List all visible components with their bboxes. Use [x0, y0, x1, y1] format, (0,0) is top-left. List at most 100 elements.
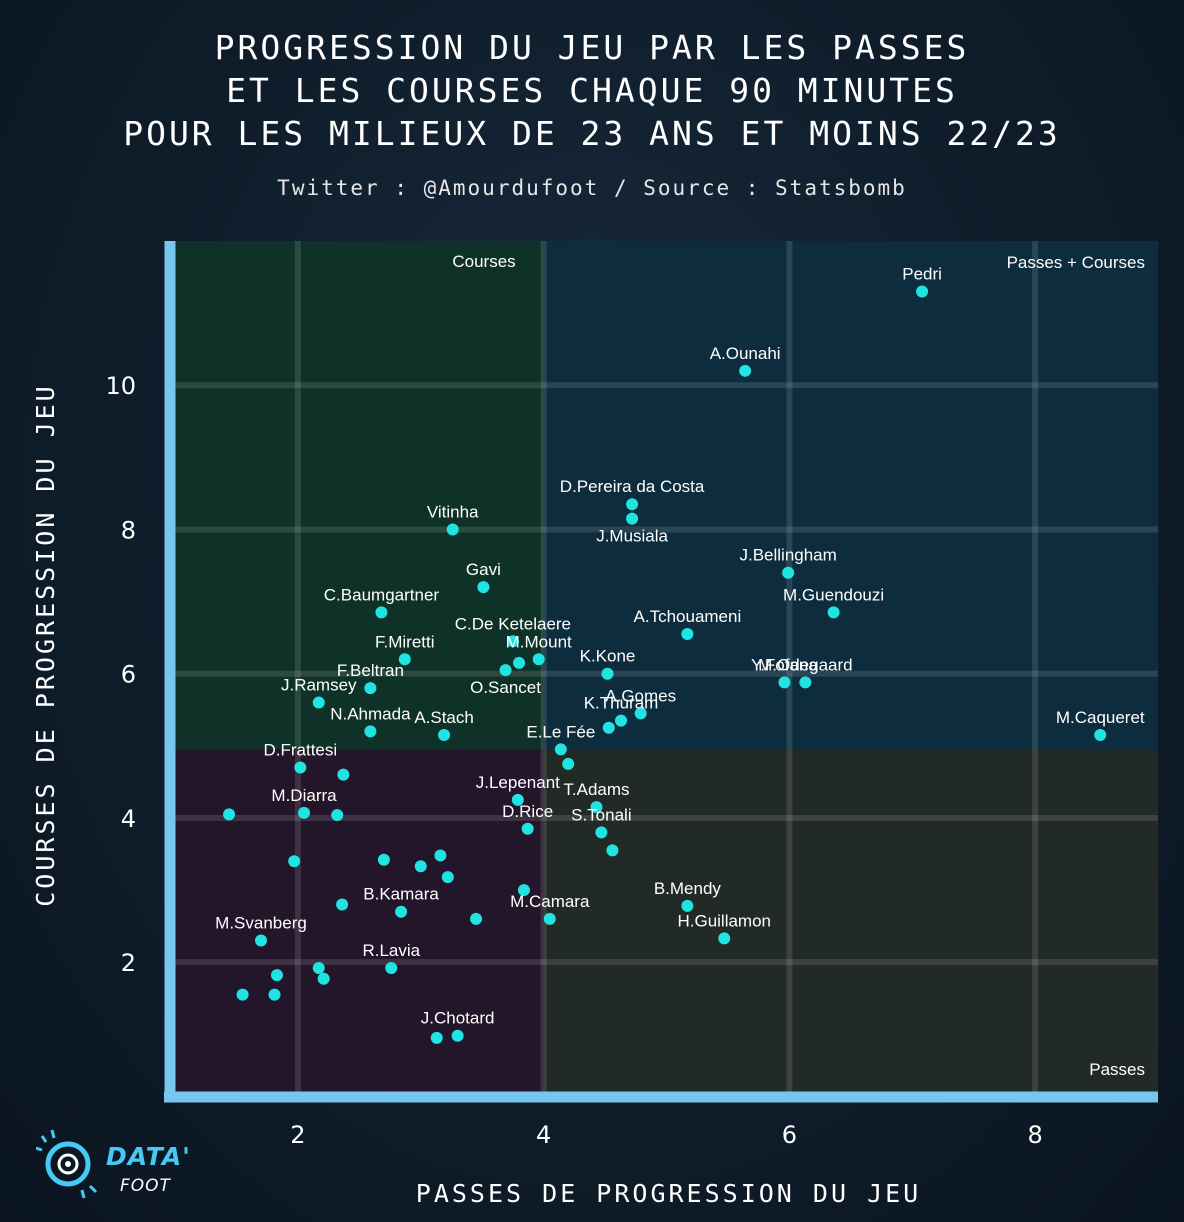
point-label: K.Kone: [580, 647, 636, 666]
data-point: [438, 729, 451, 742]
data-point: [532, 653, 545, 666]
data-point: [317, 972, 330, 985]
x-tick-label: 6: [782, 1121, 797, 1149]
data-point: [385, 961, 398, 974]
point-label: A.Ounahi: [710, 344, 781, 363]
data-point: [441, 871, 454, 884]
data-point: [626, 498, 639, 511]
data-point: [606, 844, 619, 857]
quadrant-low: [175, 749, 544, 1092]
data-point: [312, 696, 325, 709]
x-tick-label: 4: [536, 1121, 551, 1149]
point-label: O.Sancet: [470, 678, 541, 697]
point-label: H.Guillamon: [677, 911, 771, 930]
data-foot-logo: DATA' FOOT: [36, 1128, 206, 1200]
y-tick-label: 2: [121, 949, 136, 977]
x-tick-label: 2: [290, 1121, 305, 1149]
point-label: R.Lavia: [362, 941, 420, 960]
data-point: [1094, 729, 1107, 742]
point-label: F.Beltran: [337, 661, 404, 680]
data-point: [398, 653, 411, 666]
quadrant-label-courses: Courses: [452, 252, 515, 271]
chart-title: PROGRESSION DU JEU PAR LES PASSES ET LES…: [0, 26, 1184, 155]
data-point: [562, 757, 575, 770]
data-point: [395, 905, 408, 918]
data-point: [499, 664, 512, 677]
quadrant-passes-courses: [543, 241, 1158, 750]
data-point: [601, 667, 614, 680]
data-point: [517, 884, 530, 897]
data-point: [511, 793, 524, 806]
point-label: A.Stach: [414, 708, 474, 727]
data-point: [681, 628, 694, 641]
point-label: J.Bellingham: [739, 546, 836, 565]
data-point: [521, 822, 534, 835]
x-axis-label: PASSES DE PROGRESSION DU JEU: [416, 1179, 921, 1208]
data-point: [590, 801, 603, 814]
data-point: [916, 285, 929, 298]
logo-data-text: DATA': [106, 1142, 191, 1171]
point-label: K.Thuram: [584, 694, 659, 713]
point-label: Gavi: [466, 560, 501, 579]
logo-foot-text: FOOT: [120, 1176, 171, 1196]
data-point: [414, 860, 427, 873]
data-point: [602, 721, 615, 734]
data-point: [331, 809, 344, 822]
quadrant-label-passes: Passes: [1089, 1060, 1145, 1079]
data-point: [430, 1031, 443, 1044]
point-label: M.Diarra: [271, 786, 337, 805]
data-point: [434, 849, 447, 862]
point-label: M.Svanberg: [215, 914, 307, 933]
data-point: [288, 855, 301, 868]
point-label: T.Adams: [563, 780, 629, 799]
point-label: F.Miretti: [375, 632, 435, 651]
point-label: E.Le Fée: [526, 722, 595, 741]
point-label: C.De Ketelaere: [455, 614, 571, 633]
data-point: [337, 768, 350, 781]
y-tick-label: 8: [121, 516, 136, 544]
target-icon: [36, 1129, 98, 1199]
data-point: [681, 899, 694, 912]
data-point: [336, 898, 349, 911]
point-label: M.Caqueret: [1056, 708, 1145, 727]
data-point: [782, 566, 795, 579]
point-label: N.Ahmada: [330, 704, 411, 723]
point-label: A.Gomes: [605, 686, 676, 705]
y-tick-label: 6: [121, 661, 136, 689]
data-point: [470, 912, 483, 925]
point-label: J.Ramsey: [281, 676, 357, 695]
data-point: [615, 714, 628, 727]
y-axis-label: COURSES DE PROGRESSION DU JEU: [31, 383, 60, 907]
title-line-3: POUR LES MILIEUX DE 23 ANS ET MOINS 22/2…: [123, 114, 1061, 153]
point-label: D.Pereira da Costa: [560, 477, 705, 496]
title-line-1: PROGRESSION DU JEU PAR LES PASSES: [214, 28, 970, 67]
data-point: [626, 512, 639, 525]
data-point: [375, 606, 388, 619]
data-point: [595, 826, 608, 839]
point-label: Y.Fofana: [751, 655, 818, 674]
data-point: [270, 969, 283, 982]
data-point: [718, 932, 731, 945]
data-point: [506, 635, 519, 648]
point-label: D.Rice: [502, 802, 553, 821]
data-point: [634, 707, 647, 720]
point-label: M.Camara: [510, 892, 590, 911]
point-label: J.Chotard: [421, 1009, 495, 1028]
data-point: [298, 806, 311, 819]
data-point: [268, 988, 281, 1001]
data-point: [446, 523, 459, 536]
point-label: J.Lepenant: [476, 773, 560, 792]
data-point: [827, 606, 840, 619]
point-label: A.Tchouameni: [634, 607, 742, 626]
point-label: B.Mendy: [654, 879, 722, 898]
point-label: M.Odegaard: [758, 655, 853, 674]
y-tick-label: 10: [105, 372, 136, 400]
point-label: M.Guendouzi: [783, 585, 884, 604]
data-point: [377, 853, 390, 866]
point-label: Vitinha: [427, 502, 479, 521]
point-label: C.Baumgartner: [324, 585, 440, 604]
point-label: D.Frattesi: [263, 740, 337, 759]
quadrant-courses: [175, 241, 544, 750]
data-point: [554, 743, 567, 756]
